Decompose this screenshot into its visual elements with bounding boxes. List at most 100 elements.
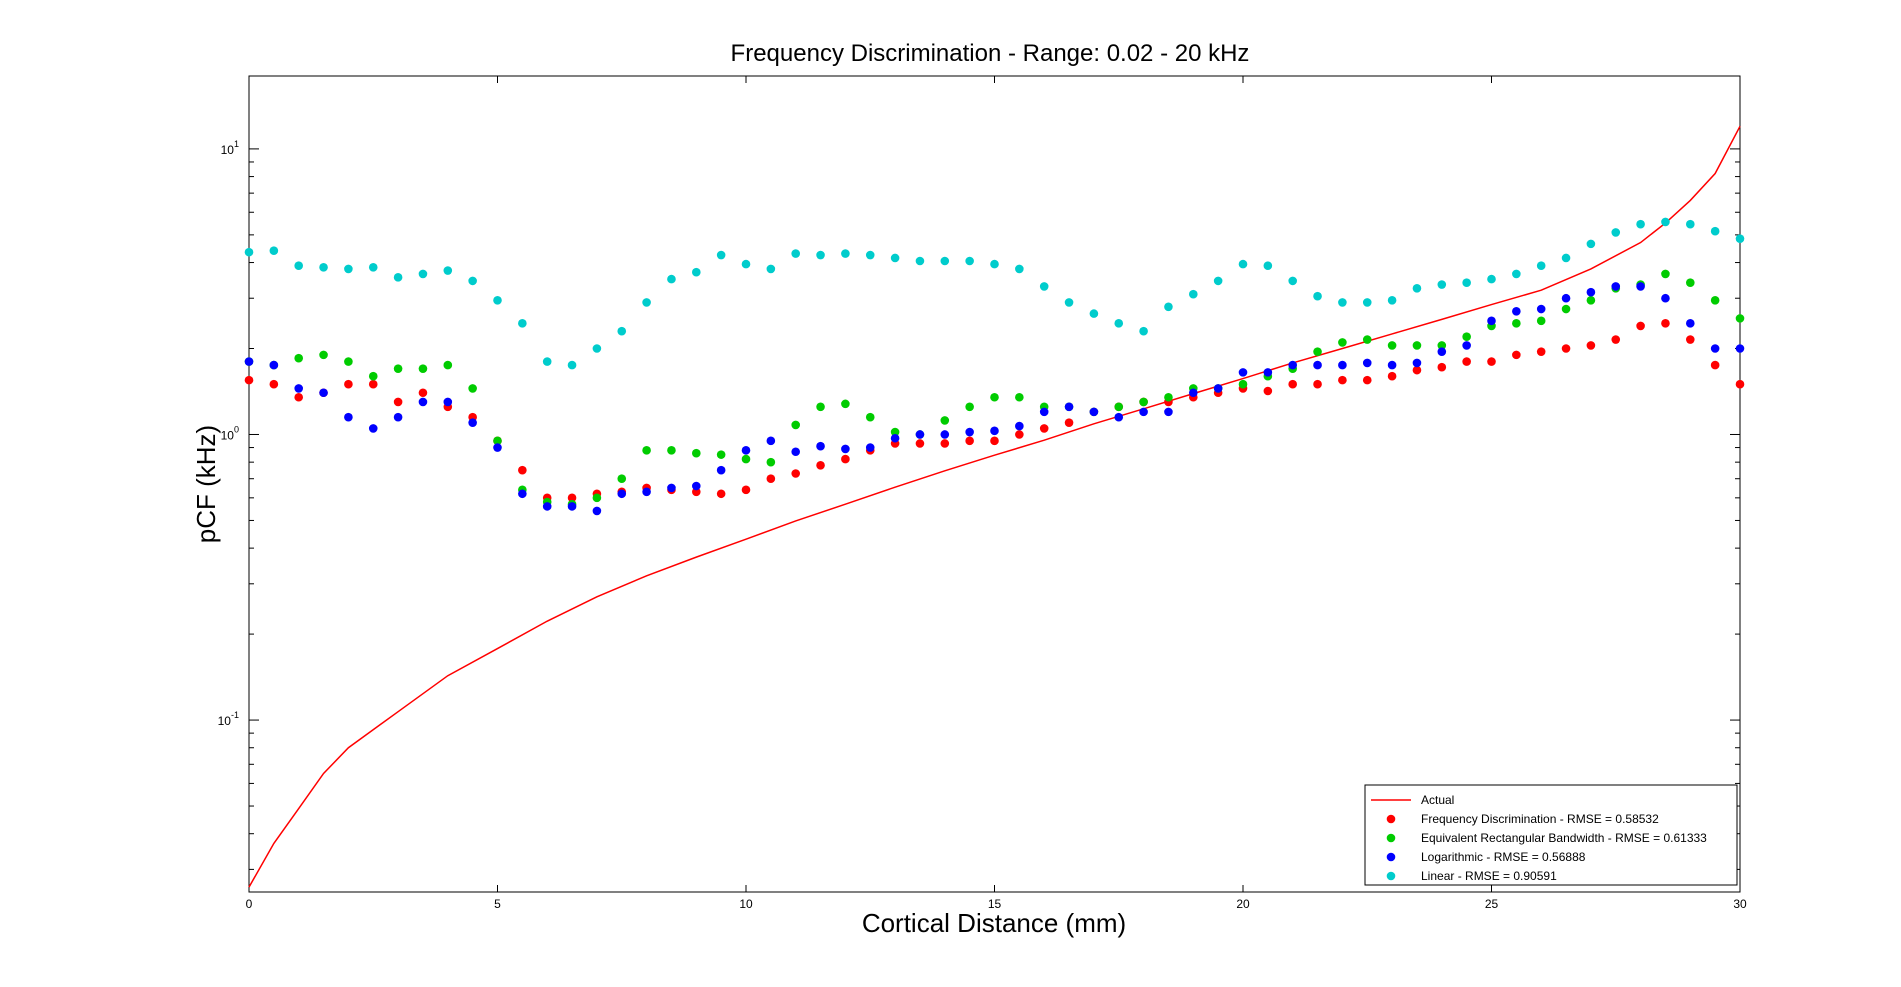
data-point <box>1064 298 1074 307</box>
data-point <box>1412 365 1422 375</box>
data-point <box>1064 402 1074 412</box>
data-point <box>1536 304 1546 314</box>
y-tick-exponent: 0 <box>234 424 239 434</box>
data-point <box>244 357 254 366</box>
data-point <box>1636 282 1645 291</box>
data-point <box>1313 291 1322 301</box>
data-point <box>443 360 453 370</box>
data-point <box>1164 302 1173 312</box>
data-point <box>344 357 353 366</box>
data-point <box>1512 306 1521 316</box>
data-point <box>1536 347 1546 356</box>
y-tick-label: 100 <box>221 424 239 442</box>
data-point <box>841 454 850 464</box>
data-point <box>468 384 477 393</box>
data-point <box>1462 332 1471 341</box>
data-point <box>1710 296 1720 305</box>
data-point <box>1437 347 1447 356</box>
chart-title: Frequency Discrimination - Range: 0.02 -… <box>731 40 1250 67</box>
data-point <box>269 360 279 370</box>
data-point <box>1636 219 1645 229</box>
data-point <box>1338 298 1347 307</box>
data-point <box>890 433 900 443</box>
data-point <box>1288 360 1297 370</box>
data-point <box>1437 362 1447 372</box>
legend-box <box>1364 784 1738 886</box>
data-point <box>1512 319 1521 328</box>
data-point <box>1437 280 1447 289</box>
data-point <box>1238 259 1248 269</box>
y-axis-label: pCF (kHz) <box>191 425 221 543</box>
data-point <box>1015 264 1024 274</box>
data-point <box>816 402 825 412</box>
data-point <box>1189 388 1198 398</box>
data-point <box>1164 392 1173 402</box>
data-point <box>344 264 353 274</box>
data-point <box>1661 217 1670 227</box>
data-point <box>1611 228 1621 237</box>
data-point <box>1338 375 1347 385</box>
data-point <box>1015 430 1024 439</box>
data-point <box>567 493 577 503</box>
data-point <box>1636 321 1645 331</box>
data-point <box>1313 360 1322 370</box>
data-point <box>368 371 378 381</box>
legend: Actual Frequency Discrimination - RMSE = … <box>1364 784 1738 886</box>
data-point <box>741 259 751 269</box>
data-point <box>269 246 279 256</box>
data-point <box>294 392 304 402</box>
data-point <box>642 298 651 307</box>
data-point <box>791 469 800 478</box>
data-point <box>990 436 999 446</box>
data-point <box>667 274 676 284</box>
legend-label: Equivalent Rectangular Bandwidth - RMSE … <box>1421 831 1707 845</box>
data-point <box>1039 407 1049 417</box>
data-point <box>1189 289 1198 299</box>
data-point <box>1387 341 1397 350</box>
data-point <box>1362 375 1372 385</box>
x-tick-label: 5 <box>494 897 501 911</box>
data-point <box>1561 344 1571 353</box>
data-point <box>468 276 477 286</box>
x-tick-label: 0 <box>246 897 253 911</box>
data-point <box>319 262 328 272</box>
series-line-actual <box>248 125 1741 888</box>
data-point <box>1412 284 1422 293</box>
data-point <box>518 489 527 499</box>
x-axis-label: Cortical Distance (mm) <box>862 908 1126 938</box>
data-point <box>1686 335 1695 344</box>
x-tick-label: 25 <box>1485 897 1499 911</box>
series-2 <box>244 269 1745 509</box>
data-point <box>1735 314 1745 323</box>
data-point <box>617 326 627 336</box>
data-point <box>1710 344 1720 353</box>
data-point <box>1288 379 1297 389</box>
legend-dot-marker <box>1386 833 1396 843</box>
data-point <box>1089 309 1099 318</box>
legend-dot-marker <box>1386 871 1396 881</box>
data-point <box>592 493 602 503</box>
data-point <box>1139 397 1148 407</box>
data-point <box>692 267 701 277</box>
data-point <box>418 388 428 398</box>
data-point <box>269 379 279 389</box>
data-point <box>716 465 726 475</box>
data-point <box>567 502 577 511</box>
data-point <box>692 481 701 491</box>
data-point <box>1487 274 1496 284</box>
data-point <box>841 444 850 454</box>
data-point <box>990 259 999 269</box>
series-layer <box>244 125 1745 888</box>
data-point <box>940 439 950 448</box>
data-point <box>1288 276 1297 286</box>
data-point <box>617 489 627 499</box>
data-point <box>1710 226 1720 236</box>
data-point <box>1263 386 1273 396</box>
data-point <box>1462 278 1471 288</box>
data-point <box>1139 326 1148 336</box>
data-point <box>1686 219 1695 229</box>
data-point <box>841 399 850 409</box>
data-point <box>1561 304 1571 314</box>
data-point <box>1263 261 1273 270</box>
